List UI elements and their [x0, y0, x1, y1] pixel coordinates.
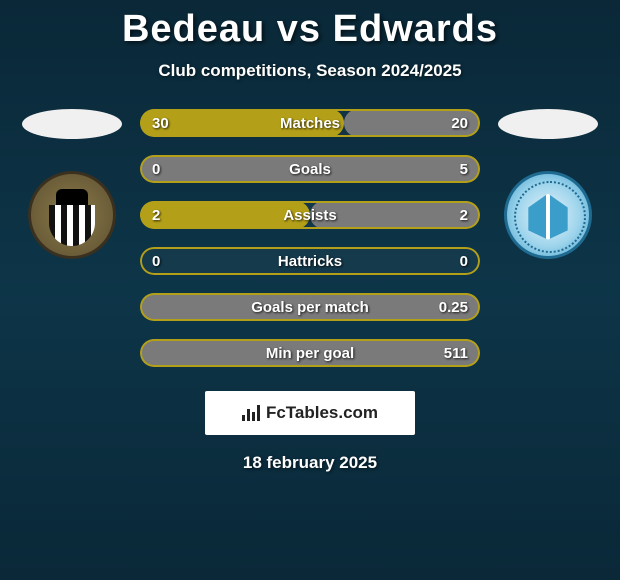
- site-badge: FcTables.com: [205, 391, 415, 435]
- stat-row: 0 5 Goals: [140, 155, 480, 183]
- bars-icon: [242, 405, 260, 421]
- stat-label: Goals: [289, 161, 331, 178]
- page-title: Bedeau vs Edwards: [0, 0, 620, 51]
- stat-bars: 30 20 Matches 0 5 Goals 2 2 Assists 0 0 Hattricks 0.…: [140, 109, 480, 367]
- stat-value-left: 30: [152, 115, 169, 132]
- stat-value-left: 2: [152, 207, 160, 224]
- stat-row: 0 0 Hattricks: [140, 247, 480, 275]
- comparison-panel: 30 20 Matches 0 5 Goals 2 2 Assists 0 0 Hattricks 0.…: [0, 109, 620, 367]
- stat-value-right: 2: [460, 207, 468, 224]
- stat-row: 511 Min per goal: [140, 339, 480, 367]
- stat-value-right: 0: [460, 253, 468, 270]
- stat-label: Hattricks: [278, 253, 342, 270]
- stat-row: 0.25 Goals per match: [140, 293, 480, 321]
- stat-value-left: 0: [152, 253, 160, 270]
- stat-label: Matches: [280, 115, 340, 132]
- player2-club-crest: [504, 171, 592, 259]
- stat-label: Goals per match: [251, 299, 369, 316]
- site-label: FcTables.com: [266, 403, 378, 423]
- player1-side: [22, 109, 122, 259]
- stat-row: 30 20 Matches: [140, 109, 480, 137]
- stat-value-right: 511: [444, 345, 468, 362]
- player2-photo-placeholder: [498, 109, 598, 139]
- stat-value-left: 0: [152, 161, 160, 178]
- stat-label: Min per goal: [266, 345, 354, 362]
- player1-photo-placeholder: [22, 109, 122, 139]
- stat-value-right: 5: [460, 161, 468, 178]
- player1-club-crest: [28, 171, 116, 259]
- player2-side: [498, 109, 598, 259]
- stat-value-right: 0.25: [439, 299, 468, 316]
- stat-label: Assists: [283, 207, 336, 224]
- stat-row: 2 2 Assists: [140, 201, 480, 229]
- date-text: 18 february 2025: [0, 453, 620, 473]
- page-subtitle: Club competitions, Season 2024/2025: [0, 61, 620, 81]
- stat-value-right: 20: [451, 115, 468, 132]
